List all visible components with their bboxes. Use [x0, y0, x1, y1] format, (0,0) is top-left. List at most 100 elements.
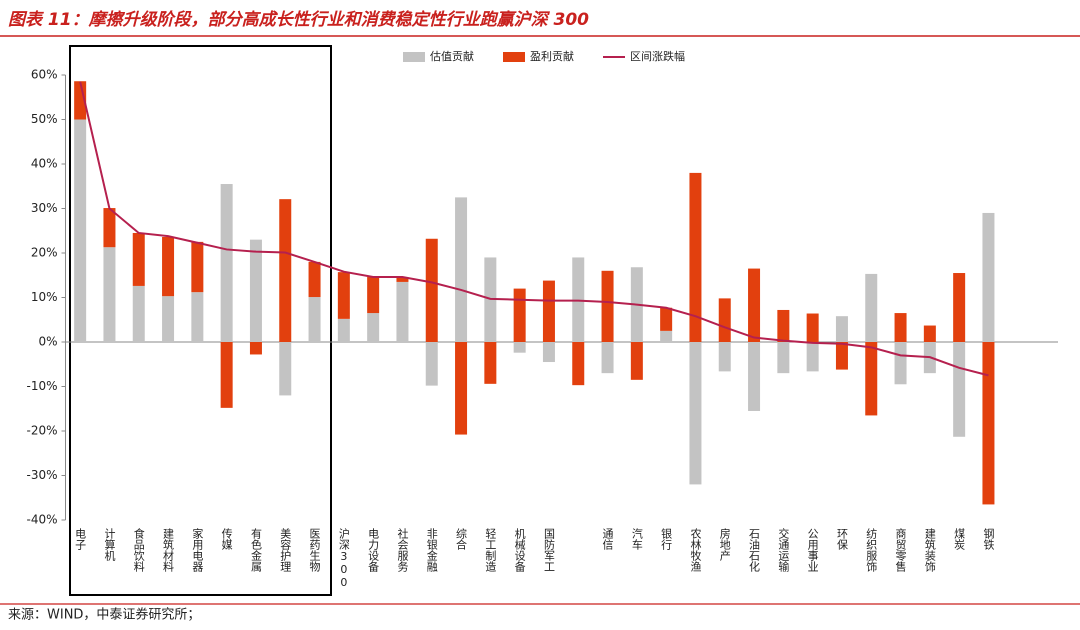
x-tick-label: 农林牧渔	[689, 527, 702, 573]
bar	[542, 342, 555, 363]
x-tick-label: 电子	[74, 528, 87, 550]
y-tick-label: 10%	[31, 290, 58, 304]
x-tick-label: 沪深300	[337, 527, 350, 589]
bar	[513, 342, 526, 353]
bar	[132, 285, 145, 342]
x-tick-label: 石油石化	[748, 528, 761, 573]
bar	[396, 277, 409, 282]
x-tick-label: 社会服务	[396, 527, 409, 572]
x-tick-label: 电力设备	[367, 528, 380, 573]
x-tick-label: 有色金属	[249, 527, 262, 573]
chart-title: 图表 11：摩擦升级阶段，部分高成长性行业和消费稳定性行业跑赢沪深 300	[8, 10, 589, 30]
bar	[660, 307, 673, 331]
x-tick-label: 非银金融	[425, 528, 438, 573]
bar	[279, 199, 292, 342]
y-tick-label: 30%	[31, 201, 58, 215]
bar	[865, 342, 878, 416]
bar	[308, 261, 321, 298]
source: 来源：WIND，中泰证券研究所；	[8, 607, 200, 623]
bar	[865, 273, 878, 342]
bar	[396, 281, 409, 342]
legend-swatch	[503, 52, 525, 62]
bar	[660, 330, 673, 342]
x-tick-label: 商贸零售	[894, 527, 907, 573]
bar	[162, 296, 175, 342]
bar	[132, 232, 145, 286]
bar	[220, 342, 233, 408]
x-tick-label: 机械设备	[513, 527, 526, 573]
bar	[718, 298, 731, 342]
x-tick-label: 计算机	[103, 528, 116, 561]
y-tick-label: 0%	[38, 335, 57, 349]
x-tick-label: 建筑装饰	[923, 527, 936, 572]
bar	[748, 342, 761, 411]
y-tick-label: -10%	[26, 379, 57, 393]
x-tick-label: 银行	[660, 527, 673, 551]
bar	[718, 342, 731, 372]
bar	[953, 273, 966, 342]
x-tick-label: 通信	[601, 528, 614, 551]
bar	[162, 236, 175, 297]
bar	[455, 342, 468, 435]
x-tick-label: 国防军工	[542, 528, 555, 572]
bar	[279, 342, 292, 396]
y-tick-label: -40%	[26, 513, 57, 527]
x-tick-label: 轻工制造	[484, 527, 497, 572]
bar	[367, 277, 380, 314]
x-tick-label: 纺织服饰	[865, 527, 878, 572]
bar	[103, 208, 116, 248]
line	[79, 81, 989, 377]
bar	[806, 342, 819, 372]
bar	[689, 172, 702, 342]
bar	[748, 268, 761, 342]
x-tick-label: 综合	[455, 527, 468, 550]
bar	[455, 197, 468, 342]
bar	[835, 316, 848, 342]
x-tick-label: 传媒	[220, 528, 233, 551]
x-tick-label: 钢铁	[982, 528, 995, 550]
bar	[337, 272, 350, 319]
bar	[191, 292, 204, 342]
legend-swatch	[403, 52, 425, 62]
bar	[249, 342, 262, 355]
y-tick-label: -20%	[26, 424, 57, 438]
x-tick-label: 家用电器	[191, 527, 204, 573]
y-tick-label: 50%	[31, 112, 58, 126]
y-tick-label: -30%	[26, 468, 57, 482]
x-tick-label: 煤炭	[953, 528, 966, 551]
x-tick-label: 医药生物	[308, 528, 321, 572]
bar	[367, 313, 380, 342]
bar	[337, 318, 350, 342]
bar	[513, 288, 526, 342]
bar	[777, 309, 790, 342]
x-tick-label: 房地产	[718, 528, 731, 562]
bar	[484, 342, 497, 384]
x-tick-label: 汽车	[630, 527, 643, 551]
bar	[220, 184, 233, 342]
bar	[953, 342, 966, 437]
bar	[894, 313, 907, 342]
bar	[923, 325, 936, 342]
bar	[630, 342, 643, 380]
bar	[103, 247, 116, 342]
bar	[308, 297, 321, 342]
bar	[572, 342, 585, 386]
x-tick-label: 交通运输	[777, 527, 790, 573]
x-tick-label: 公用事业	[806, 528, 819, 572]
bar	[249, 239, 262, 342]
x-tick-label: 环保	[835, 528, 848, 551]
bar	[982, 342, 995, 505]
y-tick-label: 40%	[31, 157, 58, 171]
bar	[425, 342, 438, 386]
bar	[806, 313, 819, 342]
bar	[777, 342, 790, 374]
bar	[542, 280, 555, 342]
bar	[689, 342, 702, 485]
legend-label: 估值贡献	[430, 49, 474, 63]
x-tick-label: 美容护理	[279, 528, 292, 572]
y-tick-label: 20%	[31, 246, 58, 260]
bar	[191, 241, 204, 293]
x-tick-label: 食品饮料	[132, 527, 145, 573]
bar	[982, 212, 995, 342]
